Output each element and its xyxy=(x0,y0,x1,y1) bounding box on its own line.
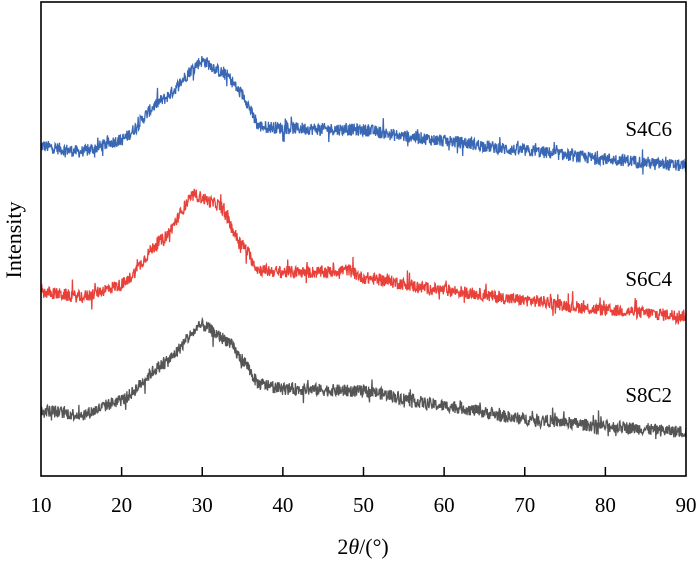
x-tick-label: 60 xyxy=(434,493,455,517)
x-axis-title: 2θ/(°) xyxy=(337,534,388,559)
x-ticks: 10 20 30 40 50 60 70 80 90 xyxy=(31,467,697,517)
series-labels: S4C6 S6C4 S8C2 xyxy=(625,117,672,407)
x-tick-label: 90 xyxy=(676,493,697,517)
x-tick-label: 80 xyxy=(595,493,616,517)
series-line-s4c6 xyxy=(40,56,687,175)
x-tick-label: 40 xyxy=(272,493,293,517)
series-line-s8c2 xyxy=(40,316,687,440)
series-label-s4c6: S4C6 xyxy=(625,117,672,141)
x-tick-label: 10 xyxy=(31,493,52,517)
y-axis-title: Intensity xyxy=(1,202,26,279)
x-tick-label: 70 xyxy=(514,493,535,517)
x-tick-label: 30 xyxy=(192,493,213,517)
curves xyxy=(40,56,687,440)
plot-frame xyxy=(40,1,687,477)
x-tick-label: 50 xyxy=(353,493,374,517)
series-label-s8c2: S8C2 xyxy=(625,383,672,407)
x-tick-label: 20 xyxy=(111,493,132,517)
series-line-s6c4 xyxy=(40,188,687,326)
series-label-s6c4: S6C4 xyxy=(625,267,672,291)
